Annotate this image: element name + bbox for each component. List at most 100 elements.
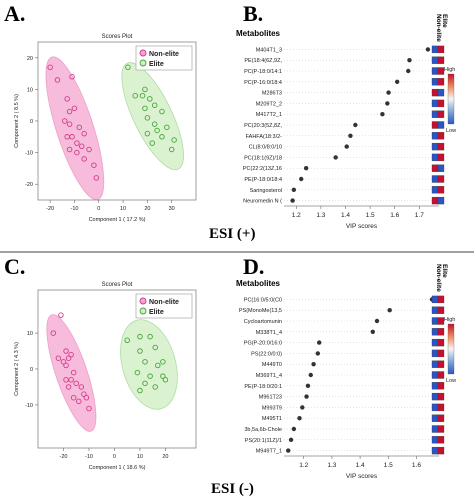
data-point-non-elite — [65, 355, 72, 361]
heat-cell — [431, 99, 439, 108]
heat-scale-bar — [447, 323, 455, 375]
heat-cell — [437, 110, 445, 118]
vip-point — [291, 426, 297, 432]
heat-cell — [431, 67, 439, 75]
panel-label-d: D. — [243, 254, 265, 279]
vip-point — [344, 144, 349, 149]
heat-scale-low-label: Low — [446, 378, 456, 384]
data-point-non-elite — [83, 394, 90, 401]
heat-cell — [437, 186, 445, 194]
data-point-non-elite — [93, 175, 100, 181]
vip-point — [291, 187, 297, 192]
vip-point — [353, 122, 358, 128]
data-point-non-elite — [91, 162, 97, 168]
data-point-non-elite — [68, 377, 74, 383]
data-point-non-elite — [71, 105, 78, 112]
heatmap-column-label: Elite — [441, 14, 448, 28]
metabolite-label: PC(P-16:0/18:4 — [244, 80, 282, 86]
heat-cell — [437, 349, 445, 358]
legend-label: Non-elite — [149, 299, 179, 306]
heat-cell — [431, 110, 439, 118]
vip-point — [290, 198, 295, 203]
metabolite-label: PS(22:0/0:0) — [251, 351, 282, 357]
heat-cell — [431, 56, 439, 64]
metabolite-label: M495T1 — [262, 416, 282, 422]
data-point-elite — [168, 146, 175, 153]
legend-marker — [139, 49, 147, 57]
x-tick-label: 1.4 — [356, 462, 365, 469]
data-point-elite — [160, 373, 166, 379]
vip-point — [333, 155, 338, 160]
metabolite-label: M417T2_1 — [256, 112, 282, 118]
data-point-non-elite — [81, 130, 87, 137]
data-point-non-elite — [66, 121, 73, 127]
heat-cell — [437, 382, 445, 390]
data-point-elite — [162, 377, 169, 383]
metabolite-label: PG(P-20:0/16:0 — [244, 341, 282, 347]
vip-point — [385, 101, 390, 106]
x-tick-label: -10 — [85, 454, 93, 460]
data-point-non-elite — [63, 362, 69, 369]
data-point-elite — [137, 348, 143, 354]
data-point-non-elite — [54, 77, 61, 83]
y-tick-label: 0 — [30, 119, 33, 125]
vip-point — [394, 79, 400, 85]
x-tick-label: 0 — [113, 454, 116, 460]
metabolite-label: M369T1_4 — [256, 373, 282, 379]
heat-cell — [437, 360, 445, 368]
data-point-elite — [144, 115, 151, 121]
data-point-elite — [147, 333, 153, 340]
x-tick-label: 20 — [144, 206, 150, 212]
metabolite-label: PE(18:4(6Z,9Z, — [244, 58, 282, 64]
legend-marker — [139, 59, 147, 67]
vip-point — [286, 448, 291, 453]
x-tick-label: 1.6 — [412, 462, 421, 469]
heat-cell — [437, 306, 445, 314]
vip-point — [288, 437, 294, 442]
heat-cell — [437, 142, 445, 151]
metabolite-label: PC(16:0/5:0(C0 — [244, 297, 282, 303]
heat-cell — [431, 295, 439, 304]
heat-scale-low-label: Low — [446, 128, 456, 134]
data-point-non-elite — [86, 146, 92, 153]
x-axis-label: Component 1 ( 17.2 %) — [89, 217, 146, 223]
heat-cell — [437, 295, 445, 304]
data-point-elite — [171, 137, 177, 143]
x-tick-label: 0 — [97, 206, 100, 212]
legend-label: Non-elite — [149, 51, 179, 58]
heat-cell — [437, 371, 445, 379]
metabolite-label: 3b,5a,6b-Chole — [244, 427, 282, 433]
data-point-non-elite — [63, 377, 69, 383]
vip-point — [406, 68, 411, 74]
metabolite-label: M338T1_4 — [256, 330, 282, 336]
x-tick-label: 1.4 — [341, 212, 350, 219]
x-tick-label: -20 — [60, 454, 68, 460]
data-point-elite — [142, 105, 148, 112]
metabolite-label: M209T2_2 — [256, 101, 282, 107]
data-point-non-elite — [76, 124, 83, 131]
y-tick-label: 20 — [27, 56, 33, 62]
data-point-elite — [154, 127, 160, 134]
heat-cell — [437, 164, 445, 172]
data-point-non-elite — [50, 330, 57, 336]
y-tick-label: -10 — [25, 151, 33, 157]
x-tick-label: 1.6 — [390, 212, 399, 219]
heat-cell — [431, 186, 439, 194]
y-axis-label: Component 2 ( 8.5 %) — [14, 94, 20, 148]
data-point-elite — [155, 362, 161, 369]
vip-plot-d: Metabolites PC(16:0/5:0(C0 PS(MonoMe(13,5 C… — [236, 264, 456, 480]
heat-cell — [431, 88, 439, 97]
heat-cell — [437, 121, 445, 129]
heat-cell — [431, 132, 439, 140]
y-axis-label: Component 2 ( 4.3 %) — [14, 342, 20, 396]
vip-point — [305, 383, 311, 388]
metabolite-label: PE(P-18:0/18:4 — [244, 177, 282, 183]
data-point-non-elite — [66, 108, 73, 115]
data-point-elite — [125, 64, 131, 71]
metabolite-label: PS(20:1(11Z)/1 — [245, 438, 282, 444]
vip-point — [304, 394, 309, 399]
x-tick-label: 10 — [137, 454, 143, 460]
metabolite-label: M404T1_3 — [256, 47, 282, 53]
data-point-elite — [164, 124, 170, 131]
